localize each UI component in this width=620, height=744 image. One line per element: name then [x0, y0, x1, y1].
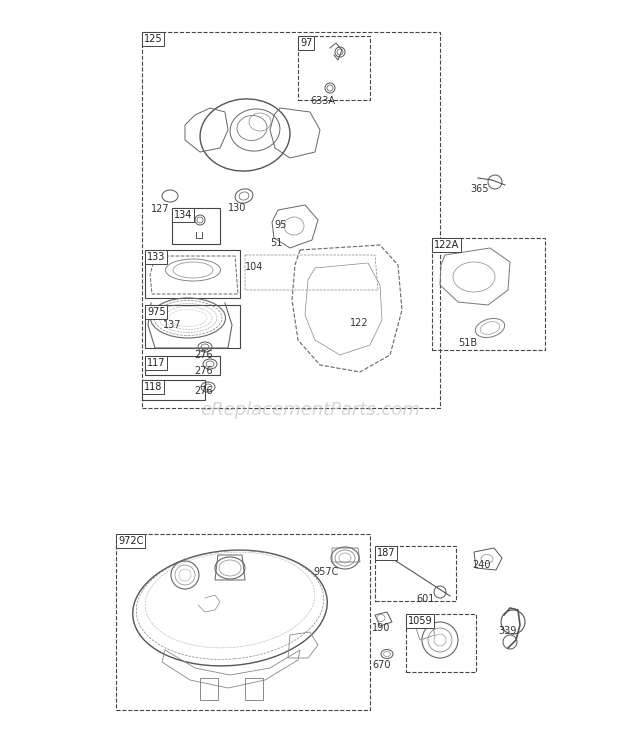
Bar	[142, 380, 205, 400]
Text: 97: 97	[300, 38, 312, 48]
Text: 975: 975	[147, 307, 166, 317]
Bar	[145, 305, 240, 348]
Bar	[298, 36, 370, 100]
Text: 118: 118	[144, 382, 162, 392]
Text: 122: 122	[350, 318, 369, 328]
Text: 51B: 51B	[458, 338, 477, 348]
Bar	[142, 32, 440, 408]
Bar	[432, 238, 545, 350]
Text: 365: 365	[470, 184, 489, 194]
Text: 134: 134	[174, 210, 192, 220]
Text: 670: 670	[372, 660, 391, 670]
Text: 276: 276	[194, 366, 213, 376]
Text: 51: 51	[270, 238, 282, 248]
Text: 137: 137	[163, 320, 182, 330]
Bar	[406, 614, 476, 672]
Bar	[375, 546, 456, 601]
Text: 187: 187	[377, 548, 396, 558]
Text: 130: 130	[228, 203, 246, 213]
Text: 1059: 1059	[408, 616, 433, 626]
Text: 104: 104	[245, 262, 264, 272]
Text: 276: 276	[194, 350, 213, 360]
Text: 957C: 957C	[313, 567, 339, 577]
Bar	[116, 534, 370, 710]
Bar	[145, 250, 240, 298]
Text: 95: 95	[274, 220, 286, 230]
Text: 276: 276	[194, 386, 213, 396]
Text: 339: 339	[498, 626, 516, 636]
Text: 117: 117	[147, 358, 166, 368]
Text: 190: 190	[372, 623, 391, 633]
Bar	[145, 356, 220, 375]
Bar	[172, 208, 220, 244]
Text: 601: 601	[416, 594, 435, 604]
Text: 633A: 633A	[310, 96, 335, 106]
Text: 122A: 122A	[434, 240, 459, 250]
Text: 125: 125	[144, 34, 162, 44]
Text: 240: 240	[472, 560, 490, 570]
Text: 972C: 972C	[118, 536, 143, 546]
Text: eReplacementParts.com: eReplacementParts.com	[200, 401, 420, 419]
Text: 127: 127	[151, 204, 170, 214]
Text: 133: 133	[147, 252, 166, 262]
